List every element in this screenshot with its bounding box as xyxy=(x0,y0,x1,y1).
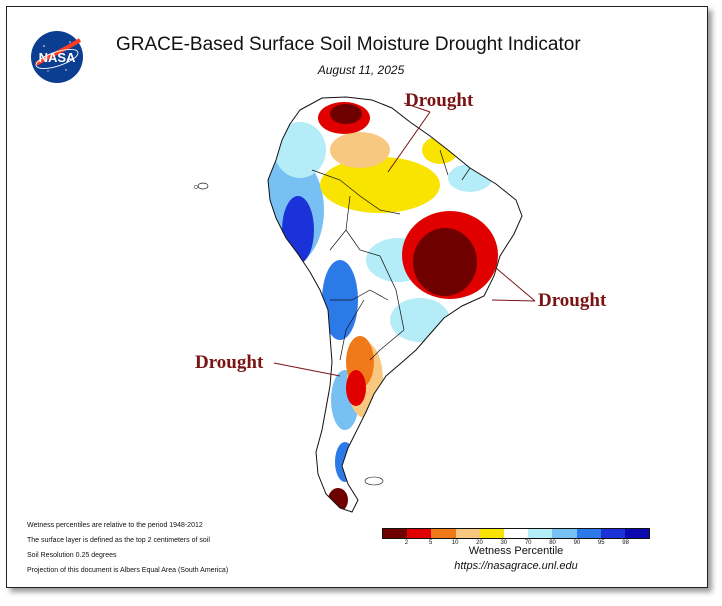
legend-swatch xyxy=(383,529,408,538)
legend-ticks: 2 5 10 20 30 70 80 90 95 98 xyxy=(382,539,650,549)
legend-swatch xyxy=(624,529,650,538)
legend-swatch xyxy=(552,529,577,538)
note-line: Wetness percentiles are relative to the … xyxy=(27,522,203,529)
legend-swatch xyxy=(455,529,480,538)
note-line: Projection of this document is Albers Eq… xyxy=(27,567,229,574)
drought-callout-east: Drought xyxy=(538,290,607,311)
drought-callout-north: Drought xyxy=(405,90,474,111)
legend-tick-label: 98 xyxy=(622,540,629,546)
legend-title: Wetness Percentile xyxy=(468,545,564,557)
legend-tick-label: 10 xyxy=(451,540,459,546)
nasa-logo: NASA xyxy=(31,31,83,83)
legend-tick-label: 70 xyxy=(524,540,532,546)
map-title: GRACE-Based Surface Soil Moisture Drough… xyxy=(116,34,581,55)
drought-callout-south: Drought xyxy=(195,352,264,373)
source-url: https://nasagrace.unl.edu xyxy=(454,560,578,572)
color-legend: 2 5 10 20 30 70 80 90 95 98 xyxy=(382,528,650,549)
legend-color-bar xyxy=(382,528,650,539)
legend-tick-label: 5 xyxy=(429,540,433,546)
legend-tick-label: 30 xyxy=(500,540,508,546)
legend-tick-label: 90 xyxy=(573,540,581,546)
legend-tick-label: 80 xyxy=(549,540,556,546)
note-line: The surface layer is defined as the top … xyxy=(27,537,210,544)
legend-swatch xyxy=(503,529,529,538)
legend-tick-label: 20 xyxy=(476,540,483,546)
legend-swatch xyxy=(431,529,456,538)
map-date: August 11, 2025 xyxy=(317,63,405,77)
legend-swatch xyxy=(407,529,432,538)
legend-swatch xyxy=(528,529,553,538)
legend-tick-label: 95 xyxy=(597,540,605,546)
note-line: Soil Resolution 0.25 degrees xyxy=(27,552,117,559)
legend-swatch xyxy=(600,529,625,538)
legend-swatch xyxy=(576,529,601,538)
map-notes: Wetness percentiles are relative to the … xyxy=(27,518,228,578)
legend-swatch xyxy=(479,529,504,538)
legend-tick-label: 2 xyxy=(404,540,409,546)
nasa-logo-text: NASA xyxy=(39,50,76,65)
map-fill xyxy=(268,97,522,512)
